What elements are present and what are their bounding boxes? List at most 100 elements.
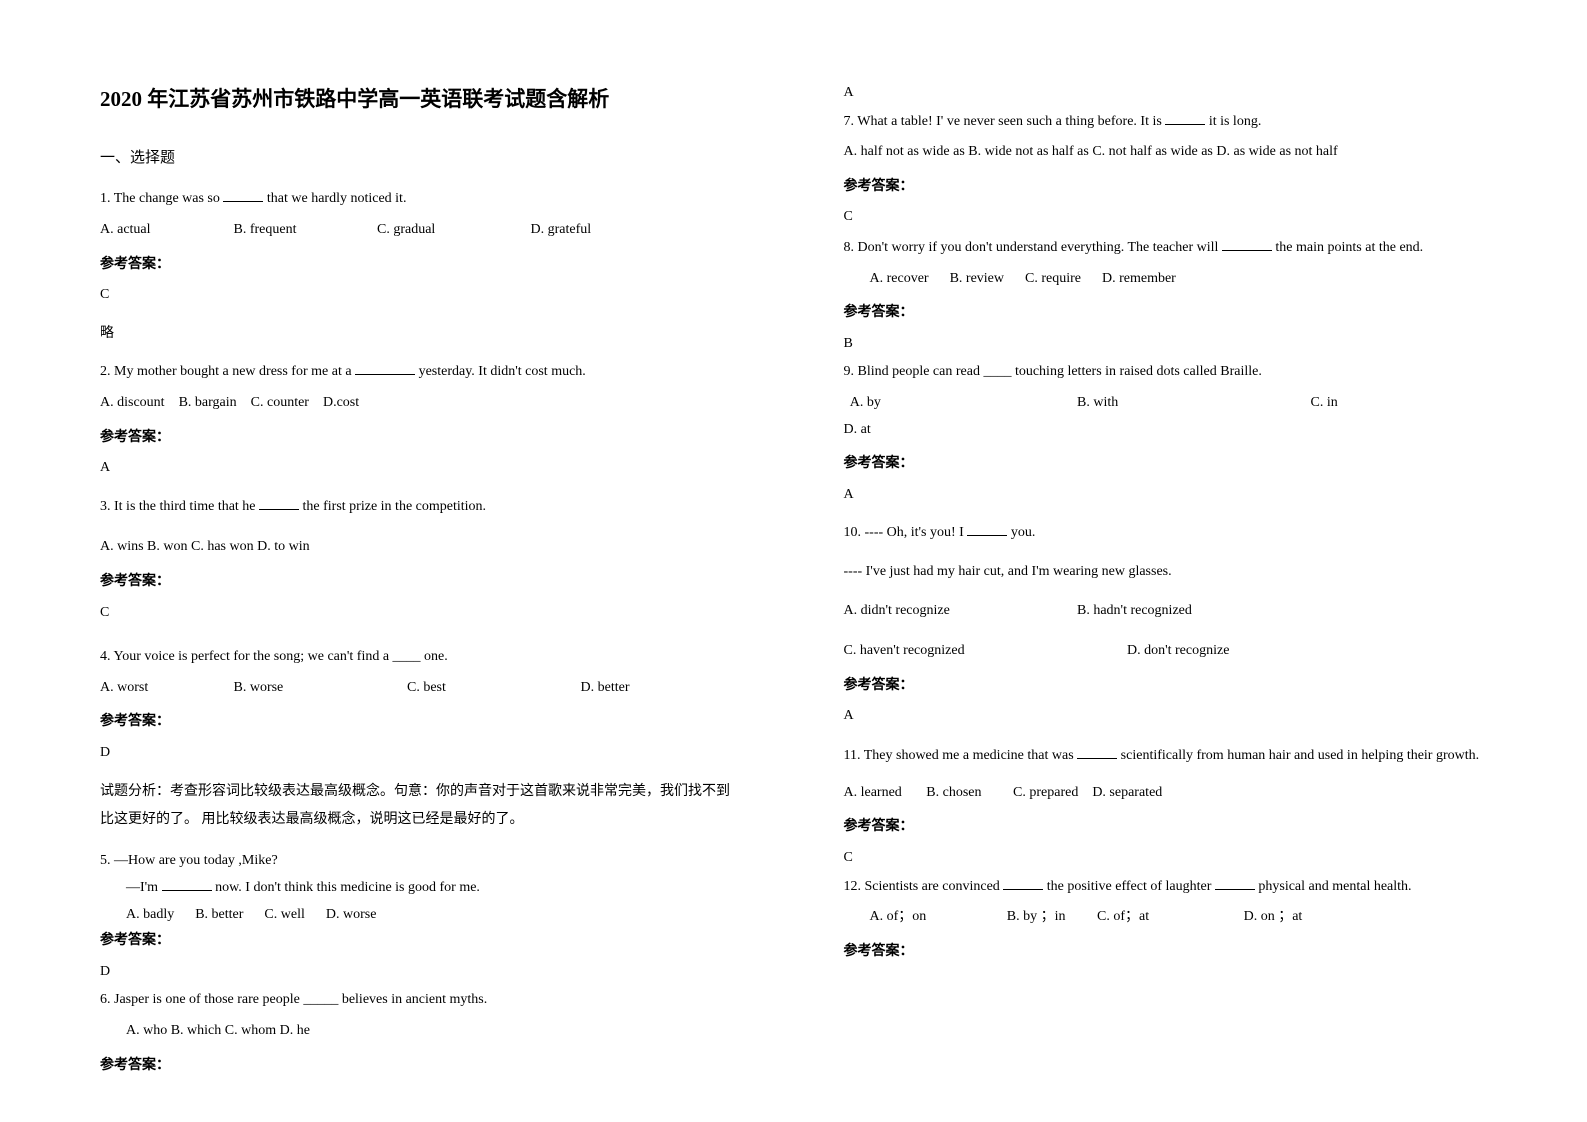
- blank: [355, 360, 415, 375]
- q4-optB: B. worse: [234, 675, 404, 702]
- q1-omitted: 略: [100, 321, 744, 348]
- blank: [1215, 875, 1255, 890]
- q12-options: A. of；on B. by ；in C. of；at D. on ；at: [844, 904, 1488, 931]
- page-title: 2020 年江苏省苏州市铁路中学高一英语联考试题含解析: [100, 80, 744, 120]
- q10-text-post: you.: [1007, 525, 1035, 540]
- question-2: 2. My mother bought a new dress for me a…: [100, 359, 744, 386]
- q5-line2: —I'm now. I don't think this medicine is…: [100, 875, 744, 902]
- question-9: 9. Blind people can read ____ touching l…: [844, 359, 1488, 386]
- question-8: 8. Don't worry if you don't understand e…: [844, 235, 1488, 262]
- q4-optA: A. worst: [100, 675, 230, 702]
- blank: [1222, 236, 1272, 251]
- q12-text-post: physical and mental health.: [1255, 879, 1412, 894]
- answer-label: 参考答案：: [100, 425, 744, 452]
- answer-label: 参考答案：: [844, 814, 1488, 841]
- q10-text-pre: 10. ---- Oh, it's you! I: [844, 525, 968, 540]
- q9-options: A. by B. with C. in D. at: [844, 390, 1488, 443]
- q1-optB: B. frequent: [234, 217, 374, 244]
- answer-label: 参考答案：: [844, 300, 1488, 327]
- question-7: 7. What a table! I' ve never seen such a…: [844, 109, 1488, 136]
- q2-options: A. discount B. bargain C. counter D.cost: [100, 390, 744, 417]
- answer-label: 参考答案：: [100, 1053, 744, 1080]
- q4-answer: D: [100, 740, 744, 767]
- q2-optC: C. counter: [251, 390, 309, 417]
- q9-optA: A. by: [844, 390, 1074, 417]
- q2-answer: A: [100, 455, 744, 482]
- q10-options-row1: A. didn't recognize B. hadn't recognized: [844, 598, 1488, 625]
- q10-optB: B. hadn't recognized: [1077, 598, 1192, 625]
- q7-text-pre: 7. What a table! I' ve never seen such a…: [844, 114, 1166, 129]
- q10-optA: A. didn't recognize: [844, 598, 1074, 625]
- q2-text-pre: 2. My mother bought a new dress for me a…: [100, 364, 355, 379]
- left-column: 2020 年江苏省苏州市铁路中学高一英语联考试题含解析 一、选择题 1. The…: [0, 0, 794, 1122]
- q1-answer: C: [100, 282, 744, 309]
- q5-options: A. badly B. better C. well D. worse: [100, 902, 744, 929]
- answer-label: 参考答案：: [100, 709, 744, 736]
- q7-options: A. half not as wide as B. wide not as ha…: [844, 139, 1488, 166]
- q2-text-post: yesterday. It didn't cost much.: [415, 364, 586, 379]
- q2-optB: B. bargain: [179, 390, 237, 417]
- answer-label: 参考答案：: [100, 569, 744, 596]
- q9-optD: D. at: [844, 417, 1074, 444]
- question-5: 5. —How are you today ,Mike? —I'm now. I…: [100, 848, 744, 928]
- q9-answer: A: [844, 482, 1488, 509]
- q1-optA: A. actual: [100, 217, 230, 244]
- q5-line2-post: now. I don't think this medicine is good…: [212, 880, 480, 895]
- q9-optC: C. in: [1311, 390, 1338, 417]
- answer-label: 参考答案：: [844, 939, 1488, 966]
- section-heading: 一、选择题: [100, 144, 744, 173]
- q8-text-post: the main points at the end.: [1272, 240, 1423, 255]
- q11-text-pre: 11. They showed me a medicine that was: [844, 748, 1078, 763]
- q3-text-pre: 3. It is the third time that he: [100, 499, 259, 514]
- q5-line2-pre: —I'm: [126, 880, 162, 895]
- q10-line2: ---- I've just had my hair cut, and I'm …: [844, 559, 1488, 586]
- q6-options: A. who B. which C. whom D. he: [100, 1018, 744, 1045]
- answer-label: 参考答案：: [844, 451, 1488, 478]
- q4-options: A. worst B. worse C. best D. better: [100, 675, 744, 702]
- q2-optA: A. discount: [100, 390, 165, 417]
- q9-optB: B. with: [1077, 390, 1307, 417]
- q4-optD: D. better: [581, 675, 630, 702]
- q3-text-post: the first prize in the competition.: [299, 499, 486, 514]
- blank: [259, 495, 299, 510]
- q11-options: A. learned B. chosen C. prepared D. sepa…: [844, 780, 1488, 807]
- q7-answer: C: [844, 204, 1488, 231]
- question-1: 1. The change was so that we hardly noti…: [100, 186, 744, 213]
- q12-text-mid: the positive effect of laughter: [1043, 879, 1215, 894]
- q8-answer: B: [844, 331, 1488, 358]
- blank: [1077, 744, 1117, 759]
- question-10: 10. ---- Oh, it's you! I you.: [844, 520, 1488, 547]
- q10-options-row2: C. haven't recognized D. don't recognize: [844, 638, 1488, 665]
- q6-answer: A: [844, 80, 1488, 107]
- q11-answer: C: [844, 845, 1488, 872]
- q1-optC: C. gradual: [377, 217, 527, 244]
- q11-text-post: scientifically from human hair and used …: [1117, 748, 1479, 763]
- question-12: 12. Scientists are convinced the positiv…: [844, 874, 1488, 901]
- q10-optD: D. don't recognize: [1127, 638, 1229, 665]
- answer-label: 参考答案：: [844, 673, 1488, 700]
- blank: [1003, 875, 1043, 890]
- q3-answer: C: [100, 600, 744, 627]
- question-6: 6. Jasper is one of those rare people __…: [100, 987, 744, 1014]
- blank: [223, 187, 263, 202]
- q8-options: A. recover B. review C. require D. remem…: [844, 266, 1488, 293]
- q12-text-pre: 12. Scientists are convinced: [844, 879, 1004, 894]
- q5-line1: 5. —How are you today ,Mike?: [100, 848, 744, 875]
- q4-explain: 试题分析：考查形容词比较级表达最高级概念。句意：你的声音对于这首歌来说非常完美，…: [100, 778, 744, 834]
- q3-options: A. wins B. won C. has won D. to win: [100, 534, 744, 561]
- q7-text-post: it is long.: [1205, 114, 1261, 129]
- blank: [1165, 110, 1205, 125]
- q1-text-pre: 1. The change was so: [100, 191, 223, 206]
- answer-label: 参考答案：: [100, 928, 744, 955]
- q1-optD: D. grateful: [531, 217, 592, 244]
- q1-options: A. actual B. frequent C. gradual D. grat…: [100, 217, 744, 244]
- q4-optC: C. best: [407, 675, 577, 702]
- q2-optD: D.cost: [323, 390, 359, 417]
- q8-text-pre: 8. Don't worry if you don't understand e…: [844, 240, 1222, 255]
- question-11: 11. They showed me a medicine that was s…: [844, 742, 1488, 770]
- q10-optC: C. haven't recognized: [844, 638, 1124, 665]
- q10-answer: A: [844, 703, 1488, 730]
- question-3: 3. It is the third time that he the firs…: [100, 494, 744, 521]
- q5-answer: D: [100, 959, 744, 986]
- blank: [967, 521, 1007, 536]
